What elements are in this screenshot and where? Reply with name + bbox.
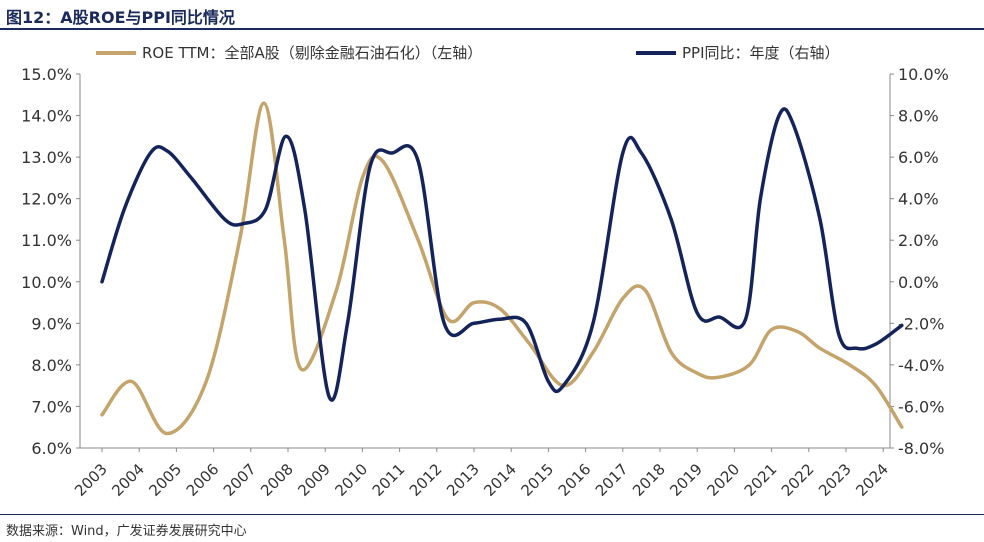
source-note: 数据来源：Wind，广发证券发展研究中心	[6, 524, 247, 539]
right-tick-label: -8.0%	[898, 439, 944, 458]
page-title: 图12：A股ROE与PPI同比情况	[6, 8, 235, 27]
x-tick-label: 2011	[369, 460, 409, 500]
left-tick-label: 13.0%	[21, 148, 72, 167]
right-tick-label: 8.0%	[898, 107, 939, 126]
x-tick-label: 2022	[778, 460, 818, 500]
title-bar: 图12：A股ROE与PPI同比情况	[0, 0, 984, 30]
chart-area: 6.0% 7.0% 8.0% 9.0% 10.0% 11.0% 12.0% 13.0% 14.0…	[0, 30, 984, 512]
x-tick-label: 2020	[703, 460, 743, 500]
roe-ppi-chart: 6.0% 7.0% 8.0% 9.0% 10.0% 11.0% 12.0% 13.0% 14.0…	[21, 44, 949, 500]
x-tick-label: 2009	[294, 460, 334, 500]
x-tick-label: 2016	[555, 460, 595, 500]
left-tick-label: 9.0%	[31, 314, 72, 333]
left-tick-label: 12.0%	[21, 190, 72, 209]
x-tick-label: 2010	[331, 460, 371, 500]
x-tick-label: 2018	[629, 460, 669, 500]
x-tick-label: 2003	[71, 460, 111, 500]
x-tick-label: 2004	[108, 460, 148, 500]
legend-roe-label: ROE TTM：全部A股（剔除金融石油石化）（左轴）	[142, 44, 482, 62]
left-tick-label: 10.0%	[21, 273, 72, 292]
right-tick-label: 2.0%	[898, 231, 939, 250]
left-tick-label: 11.0%	[21, 231, 72, 250]
right-tick-label: 6.0%	[898, 148, 939, 167]
x-tick-label: 2012	[406, 460, 446, 500]
x-tick-label: 2019	[666, 460, 706, 500]
x-tick-label: 2005	[145, 460, 185, 500]
x-tick-label: 2006	[183, 460, 223, 500]
right-tick-label: -4.0%	[898, 356, 944, 375]
right-tick-label: 0.0%	[898, 273, 939, 292]
x-tick-label: 2021	[741, 460, 781, 500]
right-tick-label: 4.0%	[898, 190, 939, 209]
title-divider	[0, 28, 984, 30]
left-tick-label: 7.0%	[31, 397, 72, 416]
right-tick-label: 10.0%	[898, 65, 949, 84]
x-tick-label: 2023	[815, 460, 855, 500]
roe-series-line	[100, 101, 904, 436]
left-tick-label: 15.0%	[21, 65, 72, 84]
x-tick-label: 2014	[480, 460, 520, 500]
right-tick-label: -2.0%	[898, 314, 944, 333]
legend-ppi-label: PPI同比：年度（右轴）	[682, 44, 840, 62]
left-tick-label: 6.0%	[31, 439, 72, 458]
ppi-series-line	[100, 107, 904, 402]
x-tick-label: 2015	[517, 460, 557, 500]
x-tick-label: 2024	[852, 460, 892, 500]
footer-divider	[0, 514, 984, 515]
left-tick-label: 14.0%	[21, 107, 72, 126]
x-tick-label: 2007	[220, 460, 260, 500]
x-tick-label: 2013	[443, 460, 483, 500]
left-tick-label: 8.0%	[31, 356, 72, 375]
x-tick-label: 2017	[592, 460, 632, 500]
right-tick-label: -6.0%	[898, 397, 944, 416]
x-tick-label: 2008	[257, 460, 297, 500]
